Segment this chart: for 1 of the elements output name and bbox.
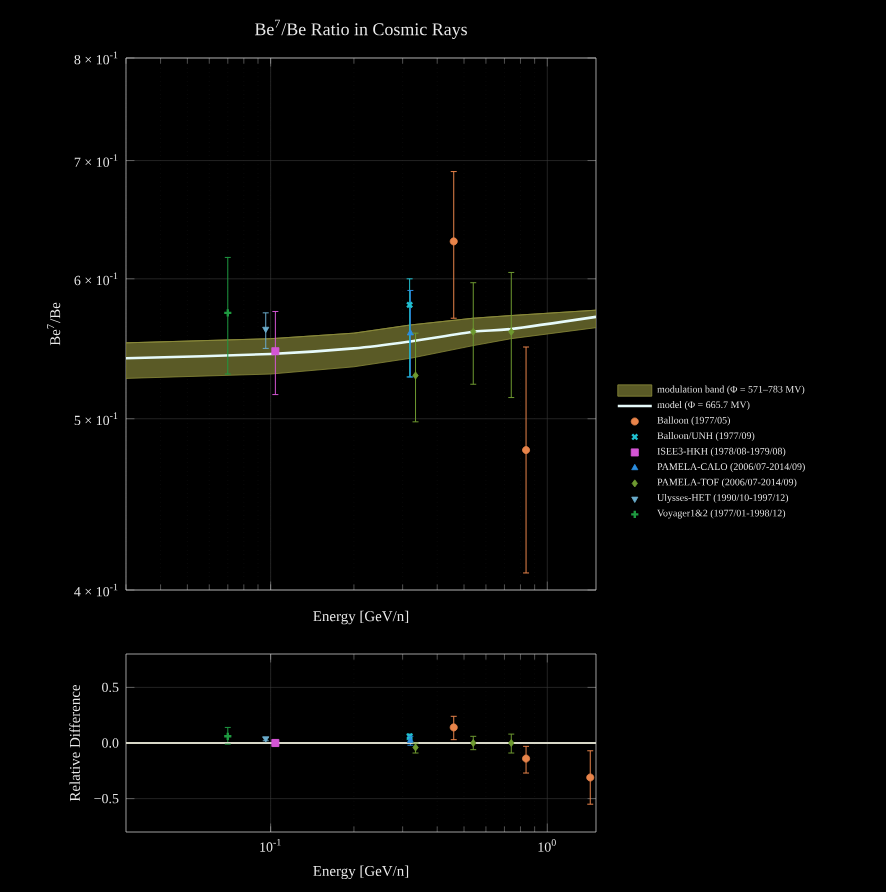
chart-title: Be$^{7}$/Be Ratio in Cosmic Rays <box>254 19 467 40</box>
